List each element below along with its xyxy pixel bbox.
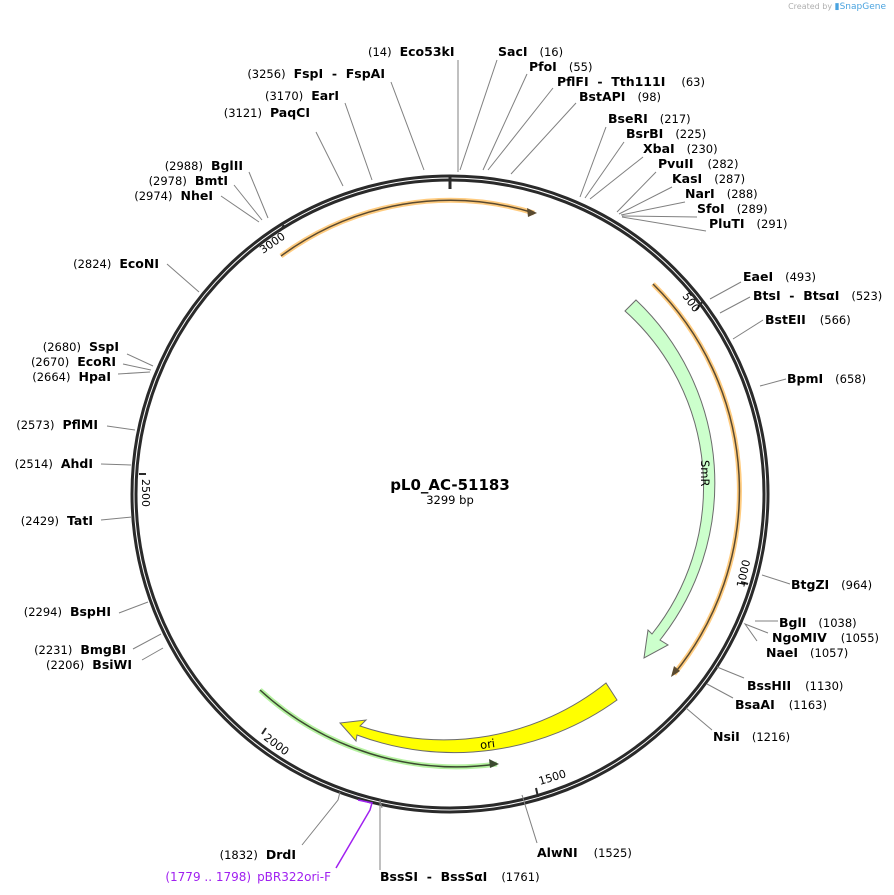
enzyme-bsteii[interactable]: BstEII (566): [765, 312, 851, 327]
enzyme-bgli[interactable]: BglI (1038): [779, 615, 857, 630]
enzyme-bmti[interactable]: (2978) BmtI: [149, 173, 228, 188]
feature-smr: SmR: [624, 299, 716, 659]
enzyme-eari[interactable]: (3170) EarI: [265, 88, 339, 103]
enzyme-bsiwi[interactable]: (2206) BsiWI: [46, 657, 132, 672]
enzyme-labels: (14) Eco53kI SacI (16) PfoI (55) PflFI - Tt…: [15, 44, 883, 884]
enzyme-bsshii[interactable]: BssHII (1130): [747, 678, 843, 693]
enzyme-kasi[interactable]: KasI (287): [672, 171, 745, 186]
enzyme-sfoi[interactable]: SfoI (289): [697, 201, 768, 216]
enzyme-sspi[interactable]: (2680) SspI: [43, 339, 119, 354]
tick-label-2500: 2500: [139, 479, 152, 507]
enzyme-pfoi[interactable]: PfoI (55): [529, 59, 592, 74]
primer-label[interactable]: (1779 .. 1798) pBR322ori-F: [165, 870, 331, 884]
enzyme-tati[interactable]: (2429) TatI: [21, 513, 93, 528]
enzyme-saci[interactable]: SacI (16): [498, 44, 563, 59]
enzyme-bmgbi[interactable]: (2231) BmgBI: [34, 642, 126, 657]
orf-arrow-bottom: [258, 688, 499, 770]
enzyme-drdi[interactable]: (1832) DrdI: [220, 847, 296, 862]
enzyme-leader-lines: [100, 59, 791, 870]
enzyme-pflfi-tth111i[interactable]: PflFI - Tth111I (63): [557, 74, 705, 89]
credit-prefix: Created by: [788, 2, 833, 11]
feature-ori: ori: [338, 682, 618, 754]
enzyme-nhei[interactable]: (2974) NheI: [134, 188, 213, 203]
enzyme-xbai[interactable]: XbaI (230): [643, 141, 718, 156]
tick-label-1000: 1000: [734, 558, 753, 588]
enzyme-pluti[interactable]: PluTI (291): [709, 216, 787, 231]
plasmid-length: 3299 bp: [426, 493, 474, 507]
enzyme-btsi-btsai[interactable]: BtsI - BtsαI (523): [753, 288, 882, 303]
tick-labels: 500 1000 1500 2000 2500 3000: [139, 230, 753, 788]
enzyme-bpmi[interactable]: BpmI (658): [787, 371, 866, 386]
enzyme-eco53ki[interactable]: (14) Eco53kI: [368, 44, 455, 59]
enzyme-alwni[interactable]: AlwNI (1525): [537, 845, 632, 860]
orf-arrow-top: [279, 197, 537, 259]
primer-pbr322ori-f: [335, 799, 373, 869]
enzyme-bsaai[interactable]: BsaAI (1163): [735, 697, 827, 712]
feature-label-ori: ori: [479, 736, 496, 752]
enzyme-bstapi[interactable]: BstAPI (98): [579, 89, 661, 104]
feature-label-smr: SmR: [698, 460, 712, 487]
enzyme-bsrbi[interactable]: BsrBI (225): [626, 126, 706, 141]
enzyme-fspi-fspai[interactable]: (3256) FspI - FspAI: [247, 66, 385, 81]
enzyme-ecori[interactable]: (2670) EcoRI: [31, 354, 116, 369]
enzyme-bseri[interactable]: BseRI (217): [608, 111, 691, 126]
position-ticks: [139, 224, 749, 798]
orf-arrow-right: [651, 282, 742, 677]
enzyme-hpai[interactable]: (2664) HpaI: [32, 369, 111, 384]
snapgene-credit: Created by ▮SnapGene: [788, 2, 886, 12]
enzyme-ngomiv[interactable]: NgoMIV (1055): [772, 630, 879, 645]
enzyme-bglii[interactable]: (2988) BglII: [165, 158, 243, 173]
enzyme-pvuii[interactable]: PvuII (282): [658, 156, 738, 171]
enzyme-naei[interactable]: NaeI (1057): [766, 645, 848, 660]
enzyme-nari[interactable]: NarI (288): [685, 186, 758, 201]
enzyme-econi[interactable]: (2824) EcoNI: [73, 256, 159, 271]
plasmid-name: pL0_AC-51183: [390, 476, 510, 494]
enzyme-nsii[interactable]: NsiI (1216): [713, 729, 790, 744]
enzyme-btgzi[interactable]: BtgZI (964): [791, 577, 872, 592]
enzyme-bsssi-bsssai[interactable]: BssSI - BssSαI (1761): [380, 869, 540, 884]
enzyme-ahdi[interactable]: (2514) AhdI: [15, 456, 93, 471]
enzyme-paqci[interactable]: (3121) PaqCI: [224, 105, 310, 120]
snapgene-logo: ▮SnapGene: [834, 2, 886, 12]
enzyme-bsphi[interactable]: (2294) BspHI: [24, 604, 111, 619]
tick-label-1500: 1500: [537, 767, 568, 788]
enzyme-pflmi[interactable]: (2573) PflMI: [16, 417, 98, 432]
enzyme-eaei[interactable]: EaeI (493): [743, 269, 816, 284]
